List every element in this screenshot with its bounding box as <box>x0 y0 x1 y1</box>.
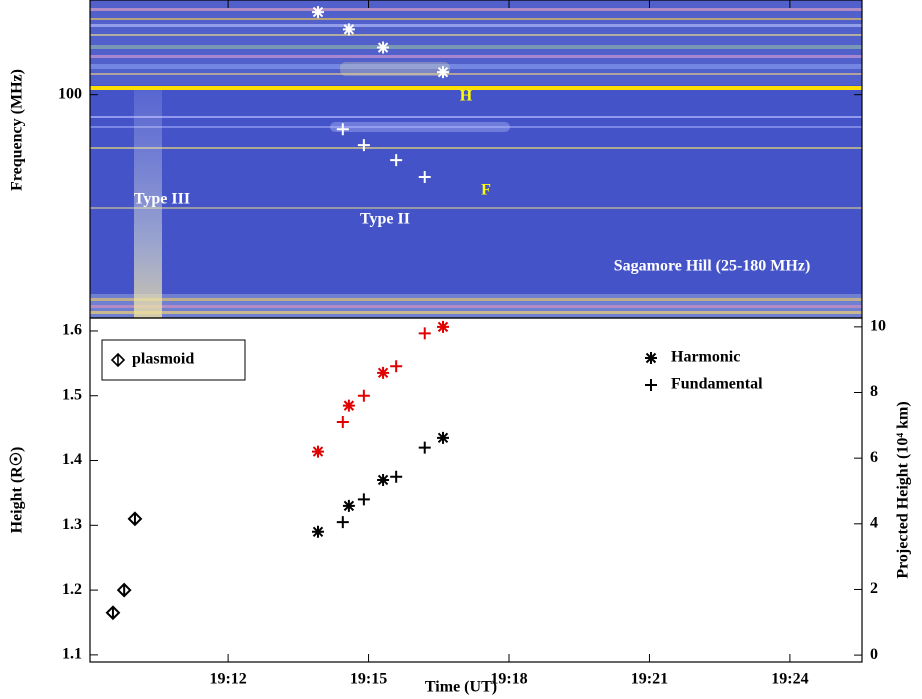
y-tick-label: 1.1 <box>62 646 82 663</box>
cross-marker <box>357 139 370 152</box>
y-tick-label: 100 <box>58 85 82 102</box>
x-tick-label: 19:21 <box>631 671 668 688</box>
asterisk-marker <box>645 352 657 364</box>
y-tick-label: 1.2 <box>62 581 82 598</box>
asterisk-marker <box>377 473 390 486</box>
y2-tick-label: 10 <box>870 318 886 335</box>
x-tick-label: 19:12 <box>209 671 246 688</box>
cross-marker <box>336 516 349 529</box>
cross-marker <box>357 493 370 506</box>
annotation: Sagamore Hill (25-180 MHz) <box>614 258 811 275</box>
cross-marker <box>357 389 370 402</box>
cross-marker <box>390 154 403 167</box>
legend-label: plasmoid <box>132 351 194 368</box>
asterisk-marker <box>311 525 324 538</box>
diamond-marker <box>110 352 126 368</box>
asterisk-marker <box>377 366 390 379</box>
y-axis-title: Height (R☉) <box>9 447 26 534</box>
annotation: Type III <box>134 191 190 208</box>
diamond-marker <box>116 582 132 598</box>
legend-box <box>101 339 246 381</box>
asterisk-marker <box>342 399 355 412</box>
annotation: F <box>481 182 491 199</box>
asterisk-marker <box>377 41 390 54</box>
cross-marker <box>390 360 403 373</box>
cross-marker <box>418 441 431 454</box>
asterisk-marker <box>342 499 355 512</box>
asterisk-marker <box>436 431 449 444</box>
asterisk-marker <box>311 6 324 19</box>
asterisk-marker <box>436 320 449 333</box>
x-tick-label: 19:18 <box>490 671 527 688</box>
annotation: H <box>460 88 473 105</box>
asterisk-marker <box>342 23 355 36</box>
y-tick-label: 1.4 <box>62 451 82 468</box>
y-tick-label: 1.5 <box>62 386 82 403</box>
y-tick-label: 1.6 <box>62 322 82 339</box>
asterisk-marker <box>311 445 324 458</box>
annotation: Type II <box>360 211 410 228</box>
y2-tick-label: 0 <box>870 646 878 663</box>
diamond-marker <box>105 605 121 621</box>
diamond-marker <box>127 511 143 527</box>
x-tick-label: 19:24 <box>771 671 808 688</box>
cross-marker <box>336 416 349 429</box>
y2-tick-label: 6 <box>870 449 878 466</box>
spectrogram-image <box>90 0 862 318</box>
y2-tick-label: 8 <box>870 383 878 400</box>
legend-label: Fundamental <box>671 376 763 393</box>
cross-marker <box>336 123 349 136</box>
x-axis-title: Time (UT) <box>425 679 497 696</box>
y2-tick-label: 2 <box>870 580 878 597</box>
y2-tick-label: 4 <box>870 514 878 531</box>
bottom-axes <box>89 317 863 663</box>
cross-marker <box>390 470 403 483</box>
cross-marker <box>645 379 657 391</box>
legend-label: Harmonic <box>671 349 740 366</box>
cross-marker <box>418 170 431 183</box>
y-axis-title: Frequency (MHz) <box>9 69 26 191</box>
x-tick-label: 19:15 <box>350 671 387 688</box>
asterisk-marker <box>436 66 449 79</box>
y-tick-label: 1.3 <box>62 516 82 533</box>
cross-marker <box>418 327 431 340</box>
y2-axis-title: Projected Height (10⁴ km) <box>895 401 912 578</box>
